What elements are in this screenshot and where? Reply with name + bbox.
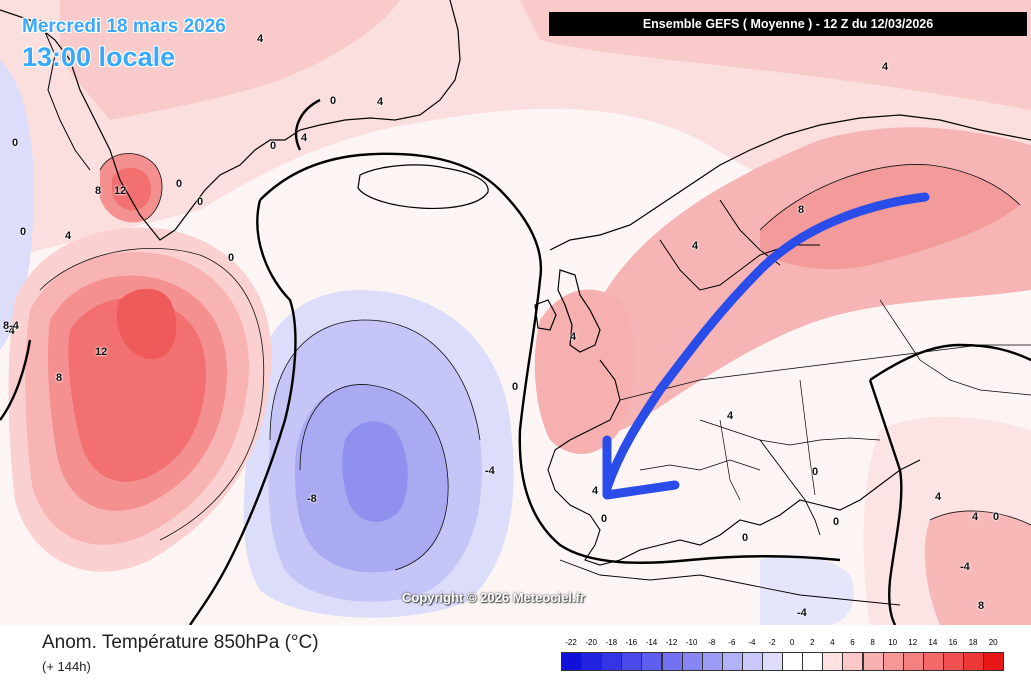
legend-tick-label: 12 (908, 638, 918, 647)
legend-tick-label: 0 (789, 638, 795, 647)
color-legend: -22 -20 -18 -16 -14 -12 -10 -8 -6 -4 -2 0 2 4 6 8 10 12 14… (561, 635, 1005, 675)
legend-swatch (902, 652, 924, 671)
legend-tick-label: -10 (685, 638, 698, 647)
legend-tick-label: 8 (870, 638, 875, 647)
legend-swatch (721, 652, 743, 671)
annotation-arrow (602, 192, 930, 493)
legend-tick-label: 4 (830, 638, 835, 647)
contour-label: 8 (978, 600, 985, 612)
contour-label: 8 (95, 185, 102, 197)
contour-label: 8-4 (3, 320, 19, 332)
legend-swatch (681, 652, 703, 671)
contour-label: 4 (972, 511, 979, 523)
legend-tick-label: -16 (625, 638, 638, 647)
legend-tick-label: -2 (768, 638, 776, 647)
legend-swatch (782, 652, 804, 671)
legend-swatch (983, 652, 1005, 671)
legend-tick-label: 18 (968, 638, 978, 647)
legend-tick-label: -4 (748, 638, 756, 647)
model-run-banner: Ensemble GEFS ( Moyenne ) - 12 Z du 12/0… (549, 12, 1027, 36)
legend-swatch (842, 652, 864, 671)
contour-label: 12 (114, 185, 127, 197)
legend-swatch (802, 652, 824, 671)
legend-tick-label: 6 (850, 638, 855, 647)
contour-label: 4 (377, 96, 384, 108)
legend-tick-label: -18 (605, 638, 618, 647)
contour-label: 4 (692, 240, 699, 252)
legend-tick-label: -8 (708, 638, 716, 647)
contour-label: 0 (197, 196, 204, 208)
legend-tick-label: -12 (665, 638, 678, 647)
legend-swatch (862, 652, 884, 671)
contour-label: 4 (727, 410, 734, 422)
contour-label: 0 (742, 532, 749, 544)
copyright-notice: Copyright © 2026 Meteociel.fr (402, 590, 585, 605)
lead-time: (+ 144h) (42, 659, 91, 674)
contour-label: 0 (270, 140, 277, 152)
legend-swatch (822, 652, 844, 671)
contour-label: 8 (56, 372, 63, 384)
legend-swatch (641, 652, 663, 671)
contour-label: 0 (812, 466, 819, 478)
contour-label: 0 (993, 511, 1000, 523)
contour-label: 0 (20, 226, 27, 238)
legend-tick-label: -20 (585, 638, 597, 647)
legend-swatch (882, 652, 904, 671)
contour-label: 4 (257, 33, 264, 45)
contour-label: 0 (330, 95, 337, 107)
legend-tick-label: 2 (810, 638, 815, 647)
contour-label: 4 (592, 485, 599, 497)
contour-label: 4 (935, 491, 942, 503)
legend-tick-label: 14 (928, 638, 938, 647)
contour-label: 0 (601, 513, 608, 525)
legend-tick-label: 20 (988, 638, 998, 647)
legend-swatch (701, 652, 723, 671)
contour-label: -4 (797, 607, 807, 619)
forecast-map: 4 0 4 0 4 0 0 -4 8 12 0 0 4 0 12 8 8-4 -8 -4 0 4 4 8 4 4 0 0 0 0 4 4 0-… (0, 0, 1031, 625)
variable-title: Anom. Température 850hPa (°C) (42, 632, 319, 653)
legend-swatch (661, 652, 683, 671)
contour-label: -4 (960, 561, 970, 573)
contour-label: 4 (570, 331, 577, 343)
contour-label: 0 (833, 516, 840, 528)
contour-label: 4 (882, 61, 889, 73)
legend-tick-label: -14 (645, 638, 658, 647)
legend-tick-label: -6 (728, 638, 736, 647)
forecast-time: 13:00 locale (22, 42, 176, 72)
contour-label: 8 (798, 204, 805, 216)
contour-label: 4 (65, 230, 72, 242)
contour-label: 0 (512, 381, 519, 393)
legend-swatch (621, 652, 643, 671)
legend-swatch (561, 652, 583, 671)
legend-tick-label: 16 (948, 638, 958, 647)
legend-swatch (762, 652, 784, 671)
contour-label: 12 (95, 346, 108, 358)
legend-swatch (581, 652, 603, 671)
legend-swatch (922, 652, 944, 671)
contour-label: -4 (5, 325, 15, 337)
legend-swatch (942, 652, 964, 671)
legend-tick-label: -22 (565, 638, 577, 647)
contour-label: 0 (228, 252, 235, 264)
forecast-date: Mercredi 18 mars 2026 (22, 16, 226, 37)
legend-tick-label: 10 (888, 638, 898, 647)
legend-swatch (963, 652, 985, 671)
contour-label: 0 (176, 178, 183, 190)
map-canvas (0, 0, 1031, 625)
contour-label: 0 (12, 137, 19, 149)
contour-label: -8 (307, 493, 317, 505)
map-footer: Anom. Température 850hPa (°C) (+ 144h) -… (0, 625, 1031, 692)
contour-label: 4 (301, 132, 308, 144)
legend-swatch (741, 652, 763, 671)
contour-label: -4 (485, 465, 495, 477)
legend-swatch (601, 652, 623, 671)
